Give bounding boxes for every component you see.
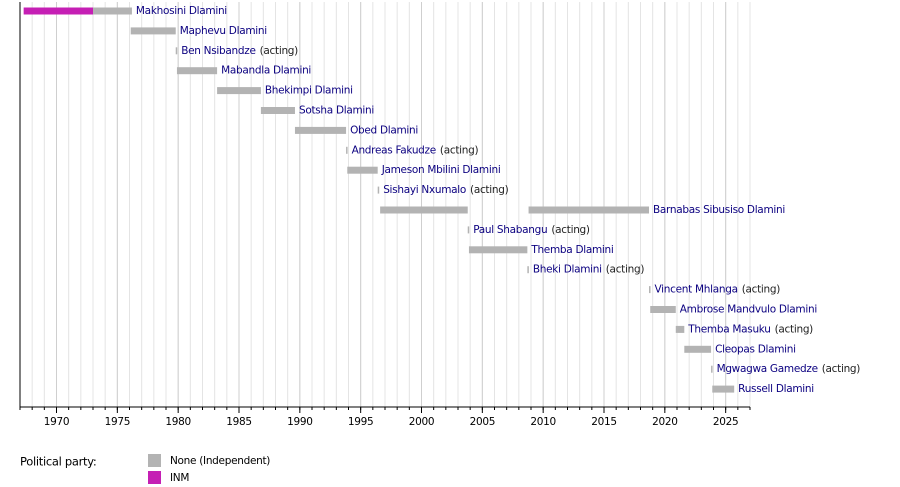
row-label: Russell Dlamini <box>738 383 814 395</box>
row-label: Paul Shabangu (acting) <box>473 224 590 236</box>
officeholder-name[interactable]: Bheki Dlamini <box>533 264 602 276</box>
term-bar <box>175 47 178 55</box>
term-bar <box>712 385 735 393</box>
term-bar <box>528 206 650 214</box>
legend-label: INM <box>170 472 189 484</box>
row-label: Mgwagwa Gamedze (acting) <box>717 363 861 375</box>
legend-label: None (Independent) <box>170 455 270 467</box>
legend-swatch <box>148 471 161 484</box>
term-bar <box>294 126 347 134</box>
officeholder-name[interactable]: Andreas Fakudze <box>352 144 437 156</box>
officeholder-note: (acting) <box>440 144 479 156</box>
row-label: Ben Nsibandze (acting) <box>181 45 298 57</box>
row-label: Mabandla Dlamini <box>221 65 311 77</box>
term-bar <box>711 365 713 373</box>
legend-swatch <box>148 454 161 467</box>
term-bar <box>527 266 529 274</box>
x-tick-label: 1970 <box>44 416 70 428</box>
term-bar <box>684 345 712 353</box>
x-tick-label: 1975 <box>105 416 131 428</box>
grid <box>19 2 751 413</box>
officeholder-name[interactable]: Sishayi Nxumalo <box>383 184 466 196</box>
x-tick-label: 2015 <box>591 416 617 428</box>
officeholder-name[interactable]: Mgwagwa Gamedze <box>717 363 818 375</box>
term-bar <box>377 186 380 194</box>
row-label: Cleopas Dlamini <box>715 343 796 355</box>
officeholder-name[interactable]: Maphevu Dlamini <box>180 25 267 37</box>
officeholder-name[interactable]: Sotsha Dlamini <box>299 105 374 117</box>
x-tick-label: 1995 <box>348 416 374 428</box>
row-label: Ambrose Mandvulo Dlamini <box>680 304 817 316</box>
term-bar <box>217 87 261 95</box>
row-label: Vincent Mhlanga (acting) <box>655 284 781 296</box>
row-label: Makhosini Dlamini <box>136 5 227 17</box>
row-label: Maphevu Dlamini <box>180 25 267 37</box>
term-bar <box>467 226 470 234</box>
term-bar <box>176 67 218 75</box>
row-label: Obed Dlamini <box>350 124 418 136</box>
officeholder-name[interactable]: Barnabas Sibusiso Dlamini <box>653 204 785 216</box>
x-tick-label: 2010 <box>530 416 556 428</box>
row-label: Sishayi Nxumalo (acting) <box>383 184 508 196</box>
term-bar <box>347 166 378 174</box>
officeholder-name[interactable]: Ambrose Mandvulo Dlamini <box>680 304 817 316</box>
officeholder-note: (acting) <box>470 184 509 196</box>
officeholder-name[interactable]: Themba Dlamini <box>530 244 613 256</box>
legend-title: Political party: <box>20 455 97 469</box>
officeholder-name[interactable]: Bhekimpi Dlamini <box>265 85 353 97</box>
officeholder-name[interactable]: Russell Dlamini <box>738 383 814 395</box>
x-tick-label: 1980 <box>165 416 191 428</box>
officeholder-name[interactable]: Obed Dlamini <box>350 124 418 136</box>
officeholder-note: (acting) <box>742 284 781 296</box>
term-bar <box>346 146 348 154</box>
officeholder-note: (acting) <box>775 323 814 335</box>
term-bar <box>380 206 468 214</box>
term-bar <box>468 246 528 254</box>
officeholder-name[interactable]: Themba Masuku <box>687 323 771 335</box>
term-bar <box>649 286 651 294</box>
x-tick-label: 2005 <box>470 416 496 428</box>
x-tick-label: 1985 <box>226 416 252 428</box>
term-bar <box>23 7 93 15</box>
officeholder-name[interactable]: Makhosini Dlamini <box>136 5 227 17</box>
term-bar <box>260 107 295 114</box>
x-tick-label: 2000 <box>409 416 435 428</box>
row-label: Bheki Dlamini (acting) <box>533 264 644 276</box>
x-tick-label: 2025 <box>713 416 739 428</box>
officeholder-name[interactable]: Paul Shabangu <box>473 224 547 236</box>
officeholder-note: (acting) <box>822 363 861 375</box>
officeholder-name[interactable]: Cleopas Dlamini <box>715 343 796 355</box>
row-label: Jameson Mbilini Dlamini <box>381 164 501 176</box>
row-label: Barnabas Sibusiso Dlamini <box>653 204 785 216</box>
officeholder-name[interactable]: Jameson Mbilini Dlamini <box>381 164 501 176</box>
x-tick-label: 1990 <box>287 416 313 428</box>
officeholder-note: (acting) <box>260 45 299 57</box>
term-bar <box>93 7 132 15</box>
term-bar <box>130 27 176 35</box>
row-label: Sotsha Dlamini <box>299 105 374 117</box>
officeholder-name[interactable]: Mabandla Dlamini <box>221 65 311 77</box>
officeholder-note: (acting) <box>606 264 645 276</box>
row-label: Andreas Fakudze (acting) <box>352 144 479 156</box>
row-label: Bhekimpi Dlamini <box>265 85 353 97</box>
term-bar <box>675 325 685 333</box>
officeholder-name[interactable]: Ben Nsibandze <box>181 45 256 57</box>
officeholder-name[interactable]: Vincent Mhlanga <box>655 284 738 296</box>
row-label: Themba Dlamini <box>530 244 613 256</box>
term-bar <box>650 306 676 313</box>
officeholder-note: (acting) <box>551 224 590 236</box>
x-tick-label: 2020 <box>652 416 678 428</box>
row-label: Themba Masuku (acting) <box>687 323 813 335</box>
